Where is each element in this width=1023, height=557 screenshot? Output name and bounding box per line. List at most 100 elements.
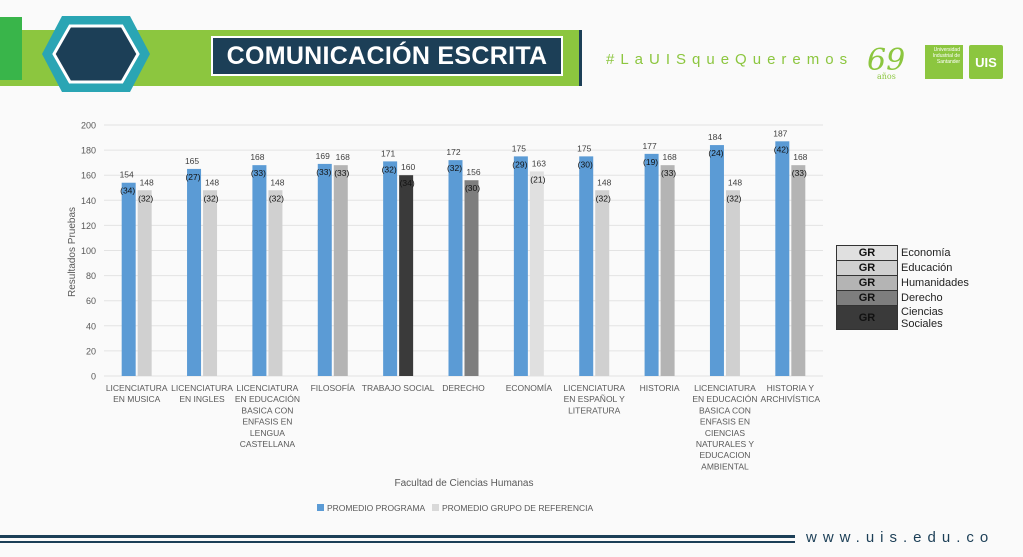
- bar-promedio-programa: [579, 156, 594, 376]
- category-label: HISTORIA: [640, 383, 680, 393]
- footer-line: [0, 535, 795, 538]
- y-tick-label: 120: [81, 221, 96, 231]
- legend-swatch: [317, 504, 324, 511]
- category-label: NATURALES Y: [696, 439, 755, 449]
- category-label: LICENCIATURA: [106, 383, 168, 393]
- category-label: LITERATURA: [568, 405, 621, 415]
- count-label: (33): [792, 168, 807, 178]
- category-label: EN INGLES: [179, 394, 225, 404]
- bar-promedio-programa: [513, 156, 528, 376]
- value-label: 177: [642, 141, 656, 151]
- category-label: EN MUSICA: [113, 394, 161, 404]
- count-label: (32): [138, 193, 153, 203]
- bar-promedio-referencia: [595, 190, 610, 376]
- title-divider: [579, 30, 582, 86]
- x-axis-label: Facultad de Ciencias Humanas: [395, 478, 534, 489]
- count-label: (27): [185, 172, 200, 182]
- value-label: 165: [185, 156, 199, 166]
- value-label: 168: [662, 152, 676, 162]
- category-label: CASTELLANA: [240, 439, 296, 449]
- category-label: TRABAJO SOCIAL: [362, 383, 435, 393]
- reference-group-name: Humanidades: [901, 277, 969, 289]
- count-label: (33): [661, 168, 676, 178]
- category-label: LENGUA: [250, 428, 285, 438]
- count-label: (24): [708, 148, 723, 158]
- bar-promedio-referencia: [399, 175, 414, 376]
- category-label: FILOSOFÍA: [311, 383, 356, 393]
- anniversary-logo: 69 años: [867, 43, 905, 81]
- count-label: (34): [400, 178, 415, 188]
- bar-promedio-programa: [383, 161, 398, 376]
- value-label: 171: [381, 148, 395, 158]
- value-label: 169: [316, 151, 330, 161]
- bar-promedio-programa: [448, 160, 463, 376]
- count-label: (32): [269, 193, 284, 203]
- reference-group-name: Derecho: [901, 292, 943, 304]
- count-label: (42): [774, 144, 789, 154]
- bars: [121, 141, 806, 376]
- legend-swatch: [432, 504, 439, 511]
- legend-label: PROMEDIO GRUPO DE REFERENCIA: [442, 503, 593, 513]
- footer-line-thin: [0, 541, 795, 543]
- bar-promedio-programa: [644, 153, 659, 376]
- reference-group-name: Ciencias Sociales: [901, 305, 944, 330]
- category-label: CIENCIAS: [705, 428, 745, 438]
- bar-promedio-referencia: [464, 180, 479, 376]
- count-label: (32): [382, 164, 397, 174]
- bar-promedio-programa: [121, 182, 136, 376]
- value-label: 148: [140, 177, 154, 187]
- value-label: 172: [446, 147, 460, 157]
- count-label: (32): [203, 193, 218, 203]
- y-tick-label: 40: [86, 321, 96, 331]
- anniversary-number: 69: [867, 43, 906, 78]
- count-label: (32): [726, 193, 741, 203]
- value-label: 148: [270, 177, 284, 187]
- bar-promedio-programa: [317, 163, 332, 376]
- reference-group-code: GR: [836, 260, 898, 276]
- y-tick-label: 0: [91, 372, 96, 382]
- reference-group-code: GR: [836, 245, 898, 261]
- bar-promedio-referencia: [660, 165, 675, 376]
- value-label: 168: [250, 152, 264, 162]
- header-accent: [0, 17, 22, 80]
- reference-group-code: GR: [836, 275, 898, 291]
- bar-promedio-referencia: [268, 190, 283, 376]
- category-label: LICENCIATURA: [237, 383, 299, 393]
- bar-promedio-referencia: [529, 171, 544, 376]
- count-label: (33): [251, 168, 266, 178]
- count-label: (29): [512, 159, 527, 169]
- bar-promedio-referencia: [137, 190, 152, 376]
- value-label: 187: [773, 128, 787, 138]
- bar-promedio-programa: [709, 145, 724, 376]
- value-label: 184: [708, 132, 722, 142]
- y-tick-labels: 0 20 40 60 80 100 120 140 160 180 200: [81, 121, 96, 382]
- y-axis-label: Resultados Pruebas: [67, 207, 78, 297]
- anniversary-word: años: [877, 72, 896, 81]
- count-label: (21): [530, 174, 545, 184]
- uis-logo: UIS: [969, 45, 1003, 79]
- reference-group-name: Economía: [901, 247, 951, 259]
- reference-group-row: GR Economía: [836, 245, 980, 261]
- bar-promedio-programa: [187, 168, 202, 376]
- category-label: ARCHIVÍSTICA: [761, 394, 821, 404]
- category-label: EN EDUCACIÓN: [235, 394, 300, 404]
- footer-url[interactable]: www.uis.edu.co: [806, 529, 995, 546]
- bar-promedio-referencia: [203, 190, 218, 376]
- category-label: AMBIENTAL: [701, 461, 749, 471]
- chart-legend: PROMEDIO PROGRAMA PROMEDIO GRUPO DE REFER…: [317, 503, 593, 513]
- data-labels: 154148(34)(32)165148(27)(32)168148(33)(3…: [120, 128, 808, 203]
- count-label: (34): [120, 186, 135, 196]
- category-label: ENFASIS EN: [700, 417, 750, 427]
- value-label: 175: [512, 143, 526, 153]
- category-label: HISTORIA Y: [767, 383, 815, 393]
- value-label: 156: [466, 167, 480, 177]
- count-label: (33): [316, 167, 331, 177]
- category-label: ECONOMÍA: [506, 383, 553, 393]
- hexagon-logo: [42, 16, 150, 92]
- count-label: (19): [643, 157, 658, 167]
- bar-promedio-referencia: [791, 165, 806, 376]
- value-label: 168: [336, 152, 350, 162]
- category-label: DERECHO: [442, 383, 485, 393]
- category-label: BASICA CON: [241, 405, 293, 415]
